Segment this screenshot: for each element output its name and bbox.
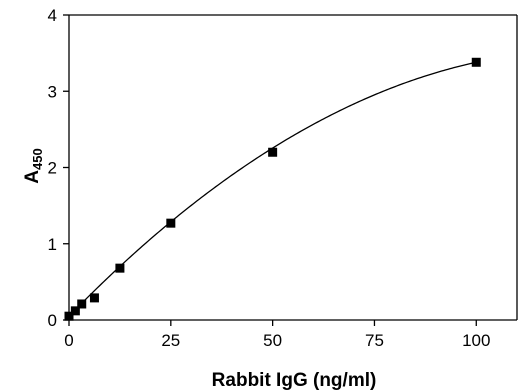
axes [68,14,518,321]
data-point [77,299,87,309]
y-axis-title-subscript: 450 [30,148,45,170]
data-point [70,306,80,316]
x-tick-label-75: 75 [365,331,384,350]
data-point [166,218,176,228]
y-tick-label-1: 1 [48,235,57,254]
plot-area: 0 1 2 3 4 0 25 50 75 100 [48,6,518,350]
data-point [471,57,481,67]
data-point [268,147,278,157]
y-axis-title: A450 [22,148,45,183]
x-axis-title: Rabbit IgG (ng/ml) [212,370,377,391]
x-tick-label-25: 25 [161,331,180,350]
ticks [63,14,477,326]
data-markers [64,57,481,321]
y-tick-label-4: 4 [48,6,57,25]
y-tick-label-2: 2 [48,159,57,178]
y-tick-label-0: 0 [48,311,57,330]
y-axis-title-main: A [22,170,43,184]
x-tick-label-50: 50 [263,331,282,350]
x-tick-label-100: 100 [462,331,490,350]
tick-labels: 0 1 2 3 4 0 25 50 75 100 [48,6,491,350]
x-tick-label-0: 0 [64,331,73,350]
data-point [115,263,125,273]
y-tick-label-3: 3 [48,82,57,101]
data-point [89,293,99,303]
fit-curve [68,61,477,317]
